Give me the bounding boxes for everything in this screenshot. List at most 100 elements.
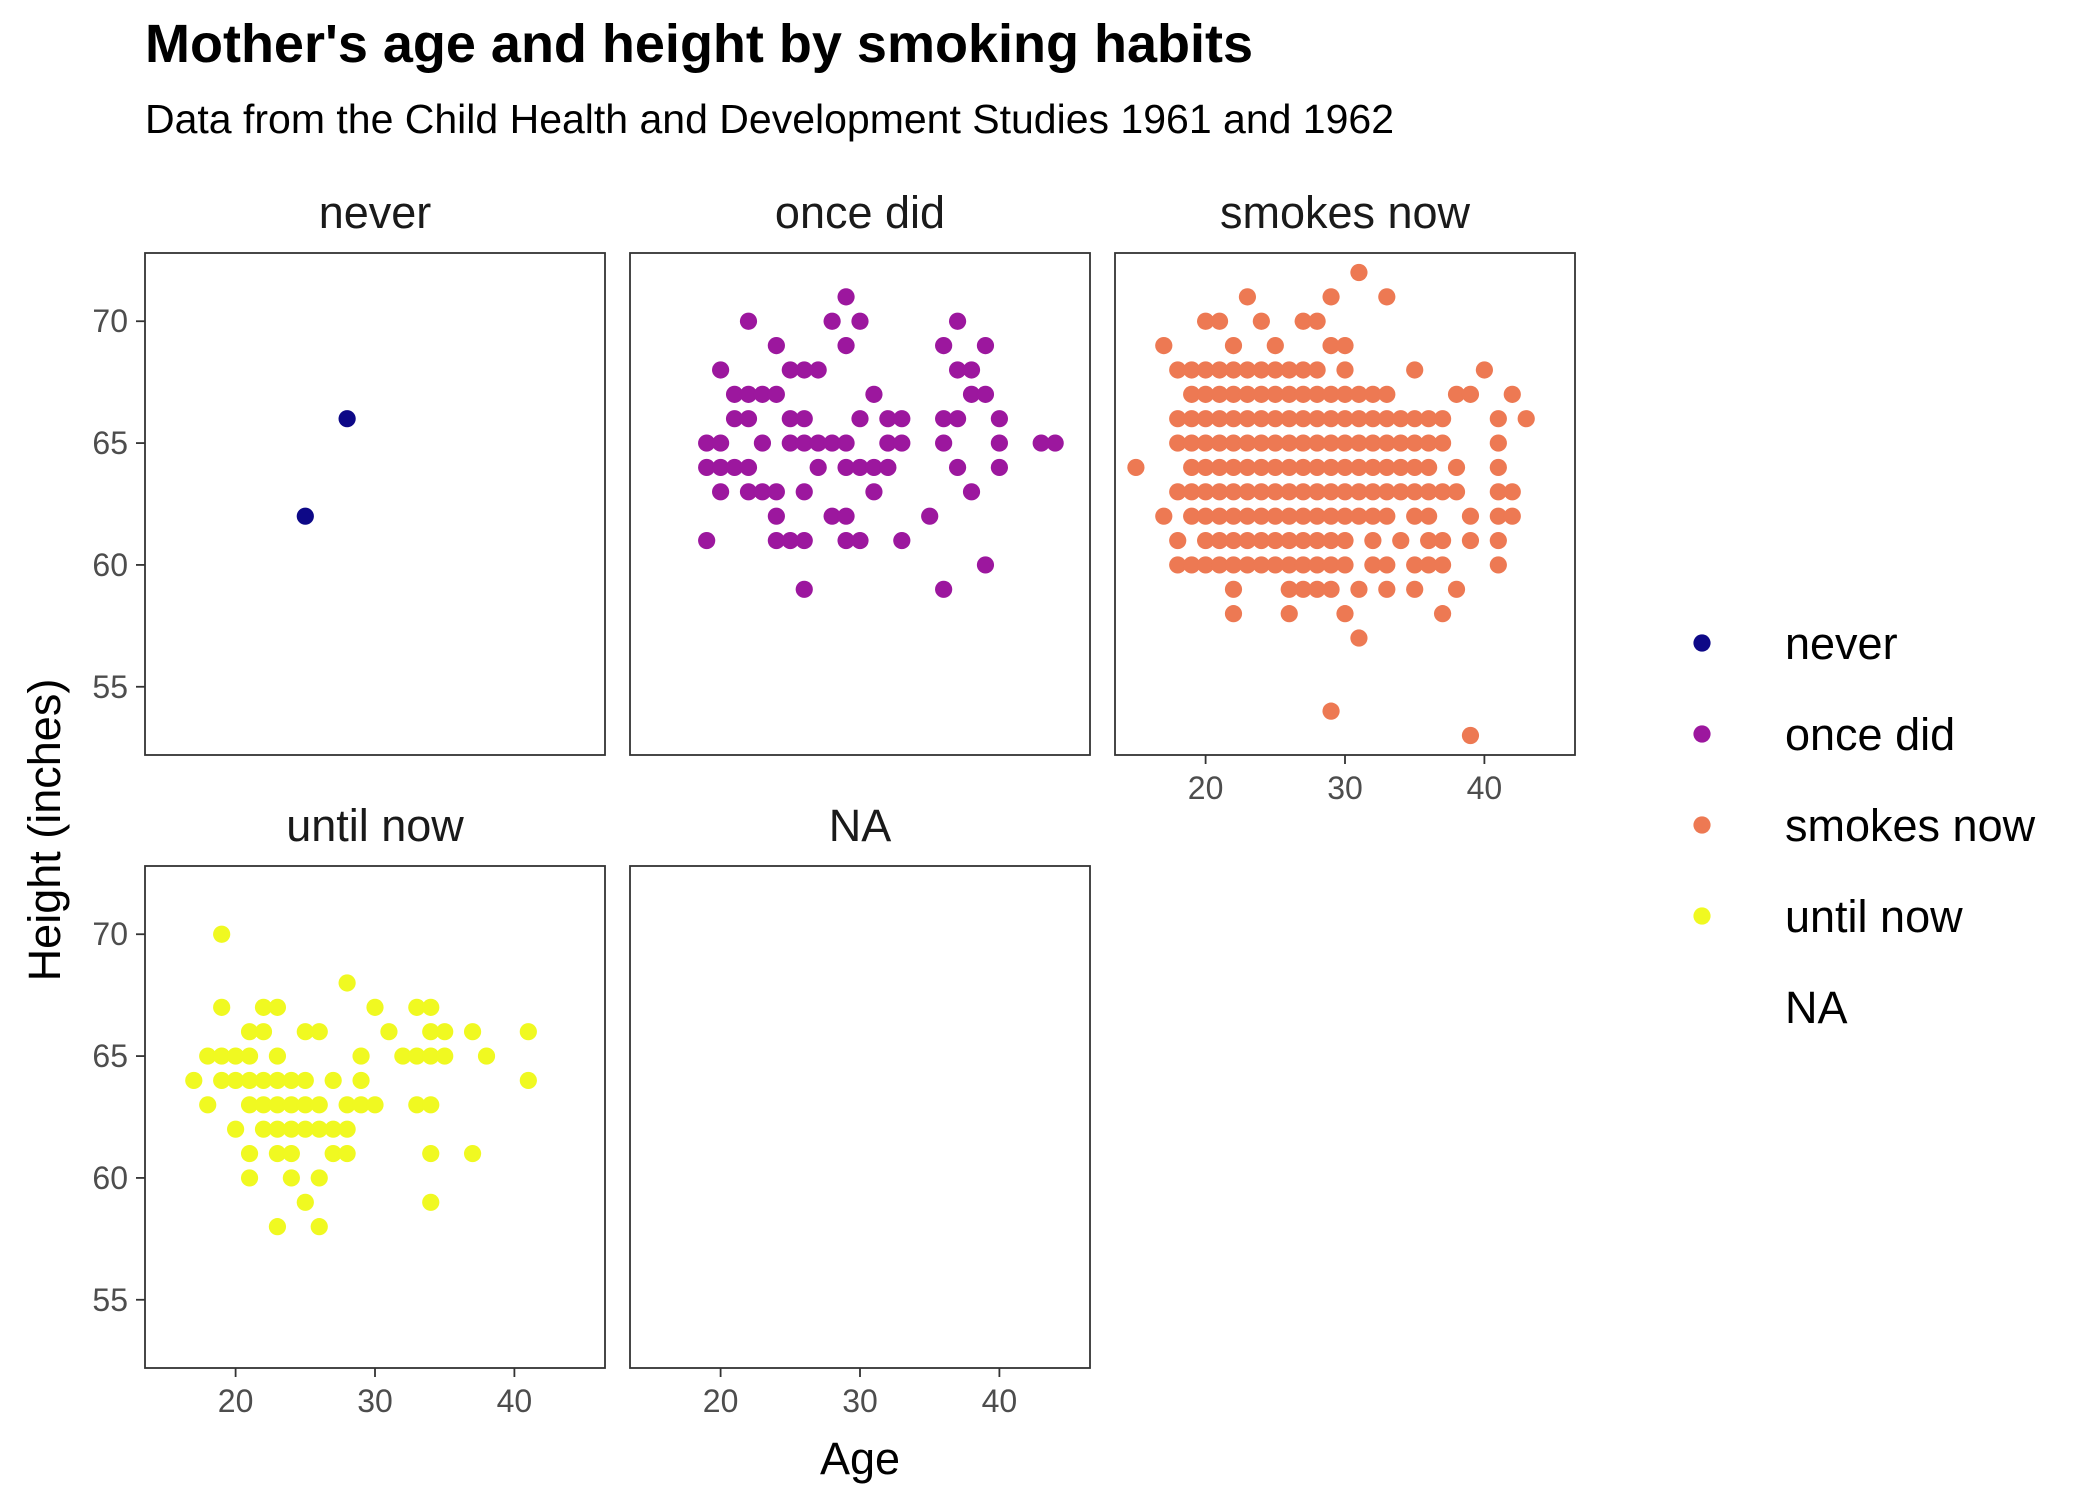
data-point — [809, 458, 827, 477]
data-point — [1238, 458, 1257, 477]
data-point — [338, 1120, 356, 1138]
data-point — [1392, 483, 1410, 501]
data-point — [893, 434, 911, 452]
data-point — [1447, 580, 1466, 598]
data-point — [1210, 458, 1229, 477]
data-point — [837, 507, 855, 525]
data-point — [1210, 507, 1229, 525]
data-point — [436, 1023, 454, 1041]
data-point — [1420, 458, 1438, 477]
data-point — [1224, 385, 1243, 403]
data-point — [408, 1096, 426, 1114]
data-point — [366, 1096, 384, 1114]
strip-label: NA — [829, 800, 892, 851]
data-point — [338, 974, 356, 992]
data-point — [1169, 434, 1187, 452]
data-point — [1238, 507, 1257, 525]
data-point — [282, 1071, 300, 1090]
data-point — [1378, 507, 1396, 525]
legend-key — [1693, 634, 1711, 652]
data-point — [935, 410, 953, 428]
data-point — [1266, 385, 1284, 403]
data-point — [1224, 434, 1243, 452]
data-point — [296, 1193, 314, 1211]
data-point — [1224, 580, 1243, 598]
panel-never: never 55 60 65 70 — [92, 187, 606, 756]
data-point — [935, 337, 953, 355]
data-point — [781, 531, 799, 550]
data-point — [1406, 410, 1424, 428]
data-point — [199, 1096, 217, 1114]
data-point — [213, 1071, 231, 1090]
x-tick-label: 20 — [703, 1383, 739, 1419]
data-point — [1489, 434, 1507, 452]
data-point — [698, 531, 716, 550]
data-point — [1364, 410, 1382, 428]
data-point — [712, 458, 730, 477]
data-point — [310, 1023, 328, 1041]
data-point — [1336, 410, 1354, 428]
data-point — [310, 1169, 328, 1187]
data-point — [1280, 361, 1298, 379]
data-point — [1308, 580, 1326, 598]
data-point — [254, 1071, 273, 1090]
y-tick-label: 60 — [92, 547, 128, 583]
data-point — [408, 1047, 426, 1065]
y-tick-label: 70 — [92, 916, 128, 952]
data-point — [1308, 312, 1326, 330]
data-point — [240, 1071, 259, 1090]
data-point — [1266, 507, 1284, 525]
data-point — [1252, 312, 1270, 330]
y-tick-label: 55 — [92, 1282, 128, 1318]
data-point — [268, 1144, 287, 1163]
data-point — [823, 312, 841, 330]
data-point — [962, 361, 981, 379]
legend-key — [1693, 816, 1711, 834]
data-point — [1336, 337, 1354, 355]
data-point — [310, 1218, 328, 1236]
data-point — [1266, 483, 1284, 501]
data-point — [1224, 556, 1243, 574]
legend-item-until-now: until now — [1693, 891, 1963, 942]
data-point — [767, 507, 785, 525]
data-point — [1406, 483, 1424, 501]
panel-frame — [629, 865, 1091, 1369]
data-point — [422, 1193, 440, 1211]
data-point — [1169, 483, 1187, 501]
data-point — [227, 1071, 245, 1090]
data-point — [1266, 410, 1284, 428]
panel-until-now: until now 55 60 65 70 20 30 40 — [92, 800, 606, 1419]
data-point — [519, 1023, 537, 1041]
data-point — [767, 483, 785, 501]
data-point — [1294, 507, 1312, 525]
data-point — [1420, 434, 1438, 452]
data-point — [1350, 263, 1368, 282]
data-point — [1336, 556, 1354, 574]
data-point — [865, 483, 883, 501]
data-point — [1475, 361, 1493, 379]
data-point — [1308, 410, 1326, 428]
data-point — [422, 1096, 440, 1114]
data-point — [1169, 410, 1187, 428]
data-point — [1169, 361, 1187, 379]
data-point — [463, 1144, 482, 1163]
data-point — [1197, 434, 1215, 452]
data-point — [1350, 507, 1368, 525]
data-point — [1294, 312, 1312, 330]
panel-once-did: once did — [629, 187, 1091, 756]
strip-label: smokes now — [1220, 187, 1471, 238]
data-point — [795, 434, 813, 452]
x-tick-label: 40 — [1467, 770, 1503, 806]
data-point — [1489, 410, 1507, 428]
data-point — [1308, 434, 1326, 452]
data-point — [310, 1096, 328, 1114]
data-point — [1336, 605, 1354, 623]
data-point — [795, 410, 813, 428]
data-point — [1378, 288, 1396, 306]
data-point — [1224, 483, 1243, 501]
data-point — [795, 580, 813, 598]
data-point — [1322, 702, 1340, 720]
data-point — [1238, 556, 1257, 574]
chart-subtitle: Data from the Child Health and Developme… — [145, 96, 1394, 142]
data-point — [1364, 434, 1382, 452]
